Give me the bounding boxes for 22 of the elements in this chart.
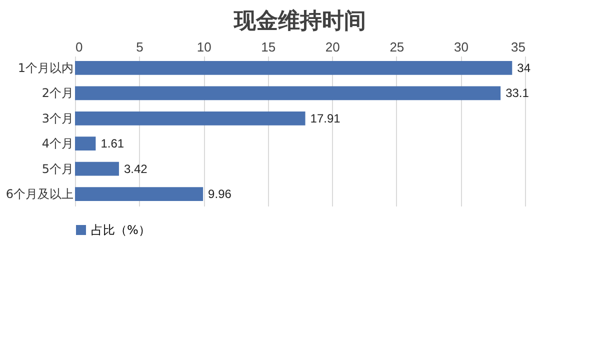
x-tick-label: 20 <box>325 40 340 54</box>
data-label: 9.96 <box>208 187 232 202</box>
y-tick-label: 2个月 <box>42 86 74 100</box>
data-label: 17.91 <box>310 111 341 126</box>
data-label: 33.1 <box>506 86 530 100</box>
y-tick-label: 6个月及以上 <box>6 187 74 202</box>
x-tick-label: 15 <box>261 40 276 54</box>
data-label: 34 <box>517 60 531 75</box>
x-tick-label: 0 <box>76 40 83 54</box>
y-tick-label: 4个月 <box>42 136 74 151</box>
data-label: 1.61 <box>100 136 124 151</box>
x-tick-label: 5 <box>136 40 144 54</box>
legend-label: 占比（%） <box>91 223 150 237</box>
x-tick-label: 25 <box>390 40 404 54</box>
data-label: 3.42 <box>124 162 148 176</box>
x-tick-label: 30 <box>454 40 468 54</box>
y-tick-label: 3个月 <box>42 111 74 126</box>
x-tick-label: 35 <box>511 40 526 54</box>
x-tick-label: 10 <box>196 40 212 54</box>
chart-title: 现金维持时间 <box>233 8 366 34</box>
y-tick-label: 5个月 <box>42 162 74 176</box>
y-tick-label: 1个月以内 <box>18 60 74 75</box>
